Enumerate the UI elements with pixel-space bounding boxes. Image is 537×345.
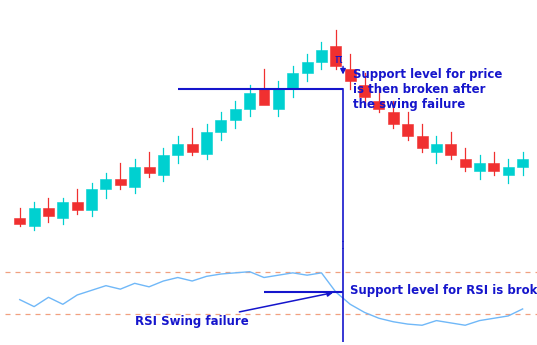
- Bar: [388, 112, 399, 124]
- Bar: [402, 124, 413, 136]
- Bar: [57, 203, 68, 218]
- Bar: [503, 167, 514, 175]
- Bar: [43, 208, 54, 216]
- Bar: [489, 163, 499, 171]
- Bar: [201, 132, 212, 154]
- Bar: [431, 144, 442, 151]
- Bar: [330, 46, 342, 66]
- Bar: [287, 73, 298, 89]
- Bar: [86, 189, 97, 210]
- Bar: [143, 167, 155, 173]
- Bar: [115, 179, 126, 185]
- Bar: [258, 89, 270, 105]
- Bar: [129, 167, 140, 187]
- Bar: [14, 218, 25, 224]
- Bar: [316, 50, 327, 62]
- Text: Support level for price
is then broken after
the swing failure: Support level for price is then broken a…: [353, 68, 503, 110]
- Text: Support level for RSI is broken: Support level for RSI is broken: [350, 284, 537, 297]
- Bar: [273, 89, 284, 109]
- Bar: [345, 69, 355, 81]
- Bar: [28, 208, 40, 226]
- Text: RSI Swing failure: RSI Swing failure: [135, 292, 331, 328]
- Bar: [158, 156, 169, 175]
- Bar: [417, 136, 427, 148]
- Bar: [72, 203, 83, 210]
- Bar: [100, 179, 111, 189]
- Bar: [172, 144, 183, 156]
- Bar: [215, 120, 227, 132]
- Bar: [359, 85, 370, 97]
- Bar: [517, 159, 528, 167]
- Bar: [445, 144, 456, 156]
- Bar: [460, 159, 470, 167]
- Bar: [302, 62, 313, 73]
- Bar: [187, 144, 198, 151]
- Bar: [474, 163, 485, 171]
- Text: π: π: [335, 52, 343, 66]
- Bar: [230, 109, 241, 120]
- Bar: [374, 101, 384, 109]
- Bar: [244, 93, 255, 109]
